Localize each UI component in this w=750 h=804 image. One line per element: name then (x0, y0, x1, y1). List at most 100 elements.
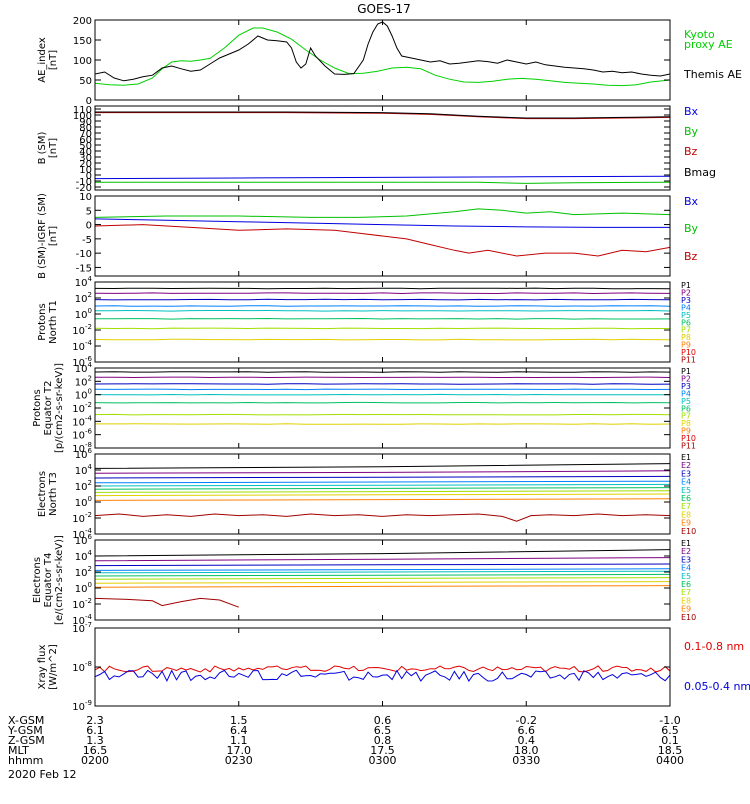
legend-entry: E9 (681, 519, 691, 528)
legend-entry: Bmag (684, 166, 716, 179)
legend-entry: Bz (684, 250, 698, 263)
orbit-value: 6.5 (661, 724, 679, 737)
series-e1-line (95, 549, 670, 557)
legend-entry: Bx (684, 105, 699, 118)
y-axis-label: Protons (32, 389, 43, 426)
y-axis-label: [nT] (48, 138, 59, 158)
y-tick-label: 10-2 (72, 401, 92, 415)
y-tick-label: 104 (75, 361, 93, 375)
y-tick-label: 10-4 (72, 414, 92, 428)
y-tick-label: 5 (86, 206, 92, 217)
plot-title: GOES-17 (357, 2, 411, 16)
series-bx-line (95, 175, 670, 180)
legend-entry: P10 (681, 348, 696, 357)
y-tick-label: 104 (75, 549, 93, 563)
y-tick-label: 90 (79, 117, 92, 128)
orbit-value: 0330 (512, 754, 540, 767)
legend-entry: E1 (681, 539, 691, 548)
y-tick-label: 50 (79, 76, 92, 87)
legend-entry: E7 (681, 588, 691, 597)
y-tick-label: 70 (79, 129, 92, 140)
series-e9-line (95, 498, 670, 501)
series-e4-line (95, 480, 670, 484)
y-tick-label: 10-2 (72, 597, 92, 611)
y-tick-label: -5 (82, 235, 92, 246)
legend-entry: P1 (681, 281, 691, 290)
series-e5-line (95, 570, 670, 574)
y-tick-label: 100 (75, 581, 92, 595)
series-group (95, 287, 670, 341)
orbit-row-label: MLT (8, 744, 29, 757)
legend-entry: E3 (681, 469, 691, 478)
legend-entry: 0.05-0.4 nm (684, 680, 750, 693)
legend-entry: E7 (681, 502, 691, 511)
orbit-value: 2.3 (86, 714, 104, 727)
y-tick-label: 10-4 (72, 339, 92, 353)
panel-bdiff: -15 -10 -5 0 5 10 B (SM)-IGRF (SM) [nT] Bx By Bz (37, 192, 699, 279)
y-tick-label: 0 (86, 171, 92, 182)
y-axis-label: [nT] (48, 226, 59, 246)
y-tick-label: 10-6 (72, 428, 92, 442)
series-by-line (95, 181, 670, 184)
series-e6-line (95, 573, 670, 577)
y-tick-label: 50 (79, 141, 92, 152)
panel-frame (94, 281, 671, 363)
series-e10-line (95, 597, 239, 608)
y-tick-label: -10 (76, 177, 92, 188)
series-bz-line (95, 112, 670, 120)
y-tick-label: 100 (75, 495, 92, 509)
orbit-value: 0400 (656, 754, 684, 767)
date-label: 2020 Feb 12 (8, 768, 76, 781)
series-p5-line (95, 393, 670, 396)
series-e5-line (95, 483, 670, 487)
series-e1-line (95, 463, 670, 469)
y-tick-label: 150 (73, 36, 92, 47)
legend-entry: E1 (681, 453, 691, 462)
series-p3-line (95, 298, 670, 301)
y-tick-label: 102 (75, 479, 92, 493)
legend-entry: P5 (681, 311, 691, 320)
orbit-value: 18.0 (514, 744, 539, 757)
y-axis-label: Xray flux (37, 645, 48, 690)
orbit-value: 0300 (369, 754, 397, 767)
series-kyoto-proxy-ae-line (95, 27, 670, 87)
y-tick-label: 0 (86, 96, 92, 107)
series-p4-line (95, 388, 670, 391)
orbit-value: 16.5 (83, 744, 108, 757)
series-0-1-0-8-nm-line (95, 665, 670, 673)
series-0-05-0-4-nm-line (95, 669, 670, 682)
y-tick-label: 110 (73, 105, 92, 116)
y-tick-label: 10 (79, 165, 92, 176)
panel-frame (94, 627, 671, 707)
series-by-line (95, 208, 670, 218)
y-tick-label: 20 (79, 159, 92, 170)
y-axis-label: Electrons (37, 471, 48, 517)
legend-entry: E3 (681, 555, 691, 564)
orbit-row-label: hhmm (8, 754, 43, 767)
y-axis-label: Equator T4 (43, 553, 54, 608)
series-group (95, 111, 670, 184)
legend-entry: P4 (681, 389, 691, 398)
y-tick-label: 30 (79, 153, 92, 164)
orbit-value: 6.1 (86, 724, 104, 737)
legend-entry: E9 (681, 605, 691, 614)
y-tick-label: 100 (75, 388, 92, 402)
y-tick-label: 200 (73, 16, 92, 27)
legend-entry: P9 (681, 341, 691, 350)
y-tick-label: 10 (79, 192, 92, 203)
panel-frame (94, 367, 671, 449)
legend-entry: P6 (681, 404, 691, 413)
y-tick-label: 0 (86, 221, 92, 232)
series-e7-line (95, 490, 670, 493)
orbit-value: 6.5 (374, 724, 392, 737)
orbit-row-label: X-GSM (8, 714, 44, 727)
legend-entry: P2 (681, 288, 691, 297)
legend-entry: P1 (681, 367, 691, 376)
y-tick-label: 106 (75, 447, 93, 461)
orbit-value: -1.0 (659, 714, 680, 727)
legend-entry: P5 (681, 397, 691, 406)
legend-entry: E6 (681, 494, 691, 503)
